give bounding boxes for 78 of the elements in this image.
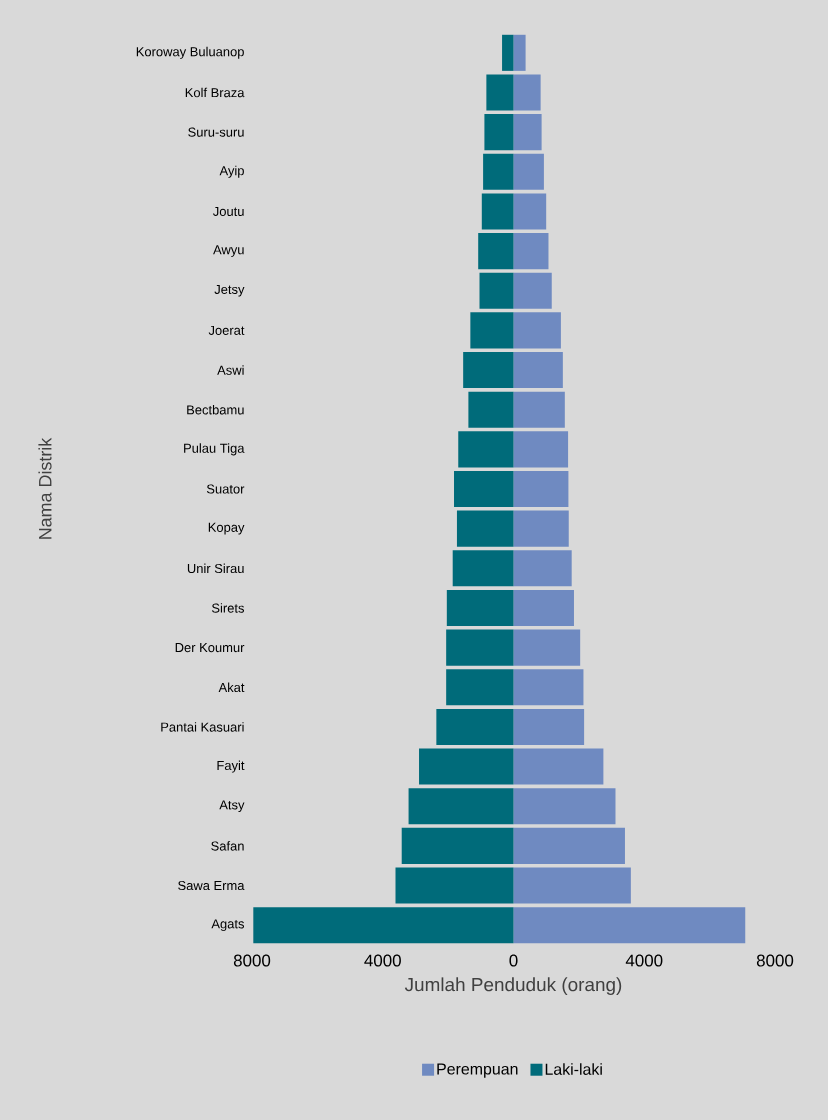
bar bbox=[513, 669, 584, 706]
y-tick-label: Koroway Buluanop bbox=[136, 46, 244, 59]
y-tick-label: Kolf Braza bbox=[185, 87, 245, 98]
bar bbox=[513, 629, 581, 666]
y-tick-label: Sawa Erma bbox=[178, 880, 245, 891]
x-tick-label: 8000 bbox=[756, 954, 794, 967]
x-tick-label: 4000 bbox=[364, 954, 401, 967]
y-tick-label: Pantai Kasuari bbox=[161, 722, 244, 732]
y-tick-label: Bectbamu bbox=[187, 404, 244, 415]
y-tick-label: Suru-suru bbox=[188, 127, 244, 137]
bar bbox=[478, 233, 514, 270]
bar bbox=[253, 907, 514, 944]
y-axis-title: Nama Distrik bbox=[38, 437, 52, 539]
x-tick-label: 0 bbox=[509, 954, 518, 967]
y-tick-label: Ayip bbox=[219, 165, 244, 178]
bar bbox=[468, 391, 514, 428]
y-tick-label: Akat bbox=[218, 682, 245, 693]
legend-label: Perempuan bbox=[437, 1063, 518, 1078]
bar bbox=[513, 233, 549, 270]
bar bbox=[479, 272, 514, 309]
bar bbox=[513, 827, 625, 864]
y-tick-label: Jetsy bbox=[214, 284, 245, 297]
bar bbox=[486, 74, 514, 111]
bar bbox=[446, 589, 514, 627]
bar bbox=[513, 748, 604, 785]
bar bbox=[458, 431, 514, 468]
bar bbox=[484, 114, 514, 151]
bar bbox=[513, 550, 572, 587]
bar bbox=[513, 34, 526, 71]
bar bbox=[456, 510, 514, 547]
bar bbox=[513, 470, 569, 508]
bar bbox=[446, 629, 514, 666]
y-tick-label: Joerat bbox=[208, 325, 245, 335]
bar bbox=[513, 907, 746, 944]
bar bbox=[513, 312, 561, 349]
y-tick-label: Pulau Tiga bbox=[184, 443, 245, 456]
bar bbox=[419, 748, 514, 785]
y-tick-label: Safan bbox=[211, 841, 244, 851]
x-tick-label: 4000 bbox=[625, 954, 663, 967]
bar bbox=[513, 114, 542, 151]
bar bbox=[502, 34, 514, 71]
y-tick-label: Suator bbox=[206, 484, 245, 494]
x-axis-title: Jumlah Penduduk (orang) bbox=[404, 977, 622, 995]
bar bbox=[452, 550, 514, 587]
bar bbox=[513, 153, 544, 190]
bar bbox=[470, 312, 514, 349]
bar bbox=[513, 391, 565, 428]
bar bbox=[513, 352, 563, 389]
y-tick-label: Awyu bbox=[213, 245, 244, 257]
y-tick-label: Unir Sirau bbox=[187, 563, 244, 574]
y-tick-label: Kopay bbox=[208, 522, 245, 535]
bar bbox=[408, 788, 514, 825]
bar bbox=[513, 431, 569, 468]
y-tick-label: Agats bbox=[211, 919, 245, 931]
bar bbox=[513, 193, 547, 230]
bar bbox=[513, 74, 541, 111]
bar bbox=[483, 153, 514, 190]
bar bbox=[513, 272, 552, 309]
bar bbox=[454, 470, 514, 508]
y-tick-label: Der Koumur bbox=[175, 643, 245, 653]
y-tick-label: Aswi bbox=[217, 365, 244, 375]
y-tick-label: Atsy bbox=[219, 800, 245, 813]
bar bbox=[401, 827, 514, 864]
bar bbox=[463, 352, 514, 389]
x-tick-label: 8000 bbox=[233, 954, 271, 967]
bar bbox=[513, 589, 574, 627]
bar bbox=[513, 788, 616, 825]
y-tick-label: Fayit bbox=[217, 760, 245, 773]
bar bbox=[436, 708, 514, 745]
y-tick-label: Joutu bbox=[213, 206, 244, 216]
bar bbox=[513, 510, 569, 547]
bar bbox=[446, 669, 514, 706]
bar bbox=[395, 867, 514, 904]
bar bbox=[513, 708, 585, 745]
bar bbox=[481, 193, 514, 230]
y-tick-label: Sirets bbox=[211, 603, 245, 613]
legend-label: Laki-laki bbox=[545, 1063, 602, 1075]
bar bbox=[513, 867, 631, 904]
